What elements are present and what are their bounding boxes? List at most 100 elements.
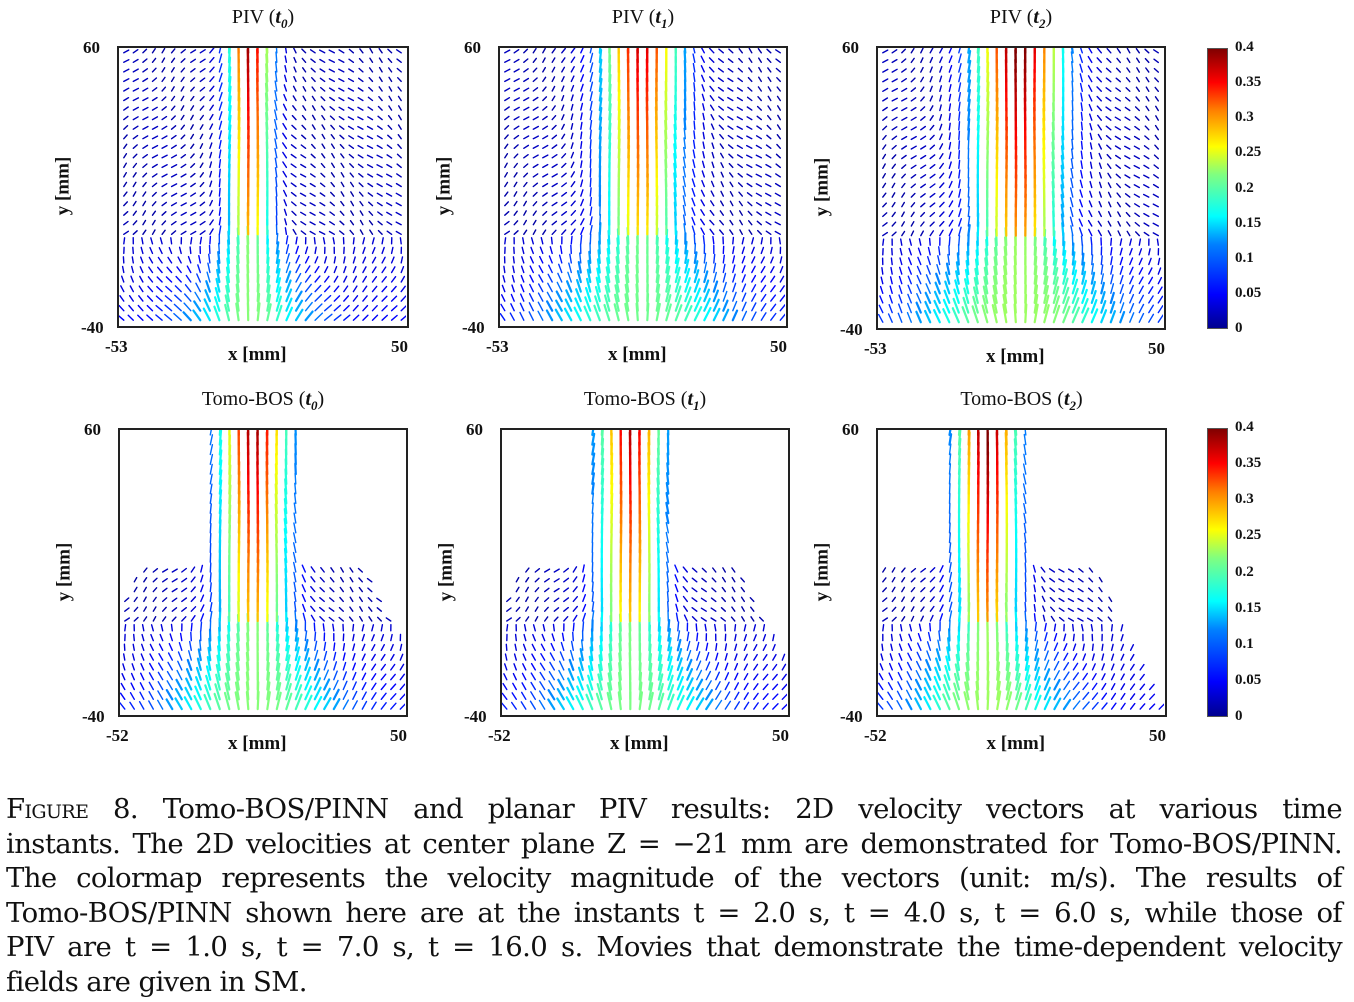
velocity-vector: [215, 268, 221, 284]
velocity-vector: [1129, 673, 1135, 681]
velocity-vector: [951, 307, 960, 324]
velocity-vector: [741, 292, 747, 302]
velocity-vector: [580, 179, 584, 188]
velocity-vector: [684, 277, 691, 293]
velocity-vector: [1120, 653, 1125, 661]
velocity-vector: [525, 586, 529, 593]
velocity-vector: [901, 97, 908, 102]
velocity-vector: [381, 266, 387, 274]
velocity-vector: [1109, 310, 1116, 324]
velocity-vector: [1110, 265, 1114, 275]
velocity-vector: [772, 653, 777, 661]
velocity-vector: [342, 642, 346, 652]
velocity-vector: [218, 48, 222, 54]
velocity-vector: [756, 115, 762, 121]
velocity-vector: [948, 151, 952, 160]
velocity-vector: [1108, 596, 1113, 603]
velocity-vector: [1154, 134, 1159, 141]
velocity-vector: [551, 173, 558, 178]
velocity-vector: [542, 106, 548, 111]
velocity-vector: [1087, 65, 1093, 73]
velocity-vector: [199, 124, 204, 130]
velocity-vector: [701, 93, 706, 102]
velocity-vector: [542, 144, 549, 150]
velocity-vector: [121, 275, 125, 283]
velocity-vector: [939, 75, 943, 83]
velocity-vector: [1081, 270, 1087, 285]
velocity-vector: [343, 314, 351, 321]
velocity-vector: [311, 95, 316, 102]
velocity-vector: [701, 84, 706, 92]
velocity-vector: [171, 597, 178, 603]
velocity-vector: [683, 48, 687, 54]
velocity-vector: [180, 58, 186, 64]
velocity-vector: [321, 124, 326, 130]
velocity-vector: [625, 255, 630, 274]
velocity-vector: [1082, 691, 1090, 700]
velocity-vector: [381, 237, 384, 245]
velocity-vector: [542, 210, 548, 216]
velocity-vector: [301, 124, 307, 130]
velocity-vector: [1071, 90, 1074, 102]
x-axis-label: x [mm]: [608, 344, 667, 365]
velocity-vector: [218, 139, 222, 150]
velocity-vector: [1101, 682, 1107, 691]
velocity-vector: [275, 672, 281, 691]
velocity-vector: [1089, 122, 1093, 131]
velocity-vector: [152, 587, 158, 593]
velocity-vector: [290, 201, 297, 207]
velocity-vector: [189, 246, 192, 255]
velocity-vector: [1139, 683, 1146, 691]
velocity-vector: [727, 144, 734, 150]
velocity-vector: [891, 596, 896, 603]
velocity-vector: [157, 690, 164, 700]
velocity-vector: [500, 313, 506, 321]
velocity-vector: [657, 644, 663, 662]
velocity-vector: [132, 643, 136, 652]
velocity-vector: [914, 678, 923, 691]
velocity-vector: [674, 583, 679, 593]
velocity-vector: [328, 230, 336, 236]
velocity-vector: [927, 631, 932, 642]
velocity-vector: [185, 668, 193, 681]
velocity-vector: [525, 616, 530, 622]
velocity-vector: [209, 463, 213, 475]
velocity-vector: [596, 683, 603, 701]
velocity-vector: [137, 304, 144, 312]
velocity-vector: [1080, 102, 1084, 112]
velocity-vector: [1062, 259, 1068, 276]
velocity-vector: [504, 106, 510, 111]
velocity-vector: [285, 692, 293, 711]
velocity-vector: [209, 473, 213, 485]
velocity-vector: [1119, 265, 1124, 275]
velocity-vector: [385, 183, 393, 188]
velocity-vector: [682, 204, 687, 216]
velocity-vector: [195, 666, 202, 681]
velocity-vector: [523, 163, 529, 169]
velocity-vector: [910, 116, 917, 121]
velocity-vector: [674, 574, 679, 583]
velocity-vector: [161, 201, 167, 207]
velocity-vector: [624, 302, 630, 322]
velocity-vector: [684, 305, 693, 322]
velocity-vector: [1097, 133, 1103, 141]
velocity-vector: [967, 48, 971, 54]
velocity-vector: [218, 149, 222, 159]
velocity-vector: [939, 113, 943, 121]
velocity-vector: [1116, 201, 1122, 208]
velocity-vector: [1119, 274, 1124, 285]
velocity-vector: [589, 216, 593, 226]
velocity-vector: [925, 283, 931, 295]
velocity-vector: [929, 173, 936, 179]
velocity-vector: [547, 282, 553, 293]
velocity-vector: [1114, 154, 1122, 160]
velocity-vector: [898, 294, 903, 304]
velocity-vector: [540, 652, 546, 661]
velocity-vector: [775, 58, 781, 64]
velocity-vector: [711, 161, 715, 169]
velocity-vector: [151, 106, 158, 111]
velocity-vector: [739, 229, 744, 236]
velocity-vector: [157, 256, 163, 264]
velocity-vector: [1089, 132, 1093, 141]
velocity-vector: [1107, 201, 1112, 208]
